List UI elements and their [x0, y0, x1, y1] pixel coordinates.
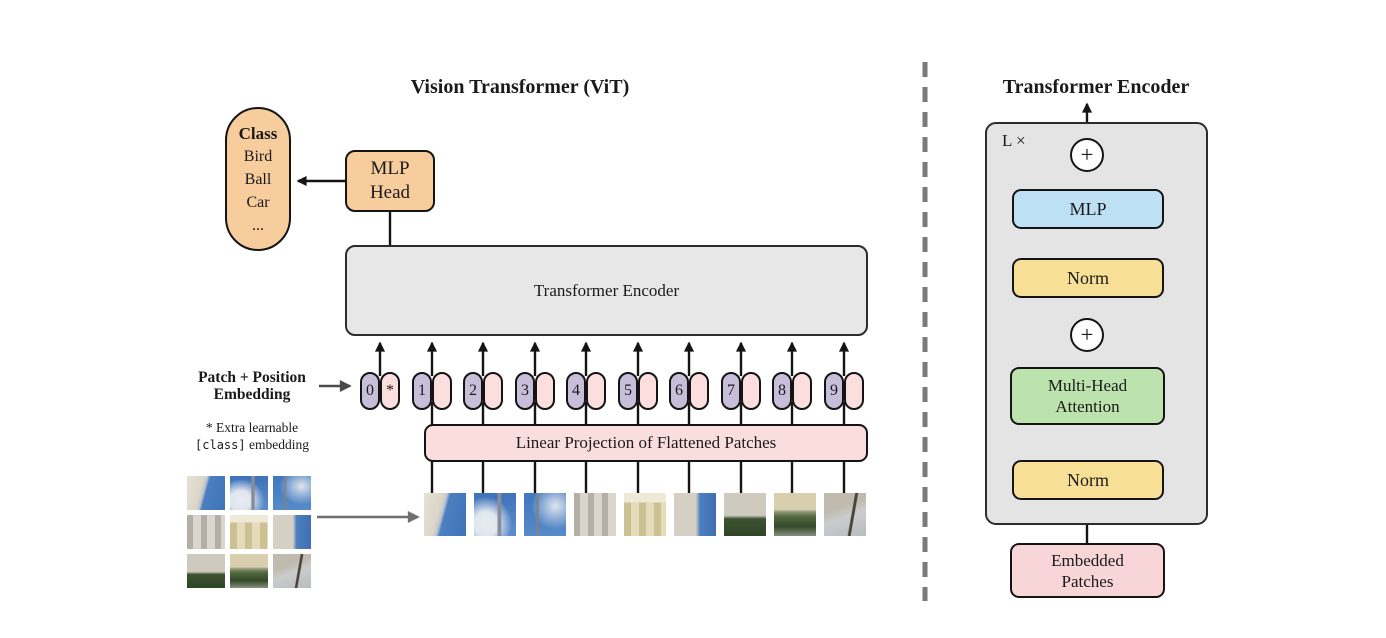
token-3: 3 [515, 372, 555, 410]
position-embedding-pill: 4 [566, 372, 586, 410]
token-9: 9 [824, 372, 864, 410]
norm-box-lower: Norm [1012, 460, 1164, 500]
position-embedding-pill: 9 [824, 372, 844, 410]
patch-position-embedding-label: Patch + Position Embedding [198, 369, 306, 403]
token-8: 8 [772, 372, 812, 410]
image-grid-patch [230, 554, 268, 588]
vit-title: Vision Transformer (ViT) [410, 76, 630, 98]
patch-embedding-pill [483, 372, 503, 410]
class-item: Car [246, 193, 270, 211]
multi-head-attention-box: Multi-Head Attention [1010, 367, 1165, 425]
token-0: 0 * [360, 372, 400, 410]
patch-embedding-pill [638, 372, 658, 410]
class-output-pill: Class Bird Ball Car ... [225, 107, 291, 251]
image-grid-patch [273, 476, 311, 510]
flattened-patch [774, 493, 816, 536]
norm-box-upper: Norm [1012, 258, 1164, 298]
class-header: Class [238, 123, 278, 143]
token-5: 5 [618, 372, 658, 410]
linear-projection-box: Linear Projection of Flattened Patches [424, 424, 868, 462]
mlp-head-line1: MLP [370, 158, 410, 179]
patch-embedding-pill [535, 372, 555, 410]
flattened-patch [574, 493, 616, 536]
encoder-detail-title: Transformer Encoder [1002, 76, 1190, 98]
class-item: ... [252, 216, 264, 234]
flattened-patch [474, 493, 516, 536]
image-grid-patch [230, 515, 268, 549]
token-6: 6 [669, 372, 709, 410]
token-7: 7 [721, 372, 761, 410]
image-grid-patch [230, 476, 268, 510]
transformer-encoder-label: Transformer Encoder [533, 280, 680, 300]
mlp-head-box: MLP Head [345, 150, 435, 212]
class-token-note: * Extra learnable [class] embedding [195, 420, 309, 452]
layers-loop-label: L × [1002, 131, 1026, 150]
flattened-patch [674, 493, 716, 536]
class-item: Ball [244, 170, 272, 188]
residual-add-circle-top: + [1070, 138, 1104, 172]
class-token-code: [class] [195, 438, 246, 452]
flattened-patch [424, 493, 466, 536]
class-embedding-pill: * [380, 372, 400, 410]
flattened-patch [724, 493, 766, 536]
image-grid-patch [187, 515, 225, 549]
position-embedding-pill: 8 [772, 372, 792, 410]
patch-embedding-pill [741, 372, 761, 410]
token-2: 2 [463, 372, 503, 410]
residual-add-circle-bottom: + [1070, 318, 1104, 352]
patch-embedding-pill [689, 372, 709, 410]
embedded-patches-box: Embedded Patches [1010, 543, 1165, 598]
position-embedding-pill: 3 [515, 372, 535, 410]
token-4: 4 [566, 372, 606, 410]
token-1: 1 [412, 372, 452, 410]
position-embedding-pill: 1 [412, 372, 432, 410]
position-embedding-pill: 7 [721, 372, 741, 410]
image-grid-patch [187, 554, 225, 588]
patch-embedding-pill [844, 372, 864, 410]
transformer-encoder-box: Transformer Encoder [345, 245, 868, 336]
flattened-patch [624, 493, 666, 536]
position-embedding-pill: 0 [360, 372, 380, 410]
flattened-patch [524, 493, 566, 536]
image-grid-patch [273, 515, 311, 549]
image-grid-patch [187, 476, 225, 510]
patch-embedding-pill [792, 372, 812, 410]
mlp-box: MLP [1012, 189, 1164, 229]
patch-embedding-pill [586, 372, 606, 410]
patch-embedding-pill [432, 372, 452, 410]
position-embedding-pill: 2 [463, 372, 483, 410]
flattened-patch [824, 493, 866, 536]
position-embedding-pill: 6 [669, 372, 689, 410]
mlp-head-line2: Head [369, 182, 411, 203]
position-embedding-pill: 5 [618, 372, 638, 410]
image-grid-patch [273, 554, 311, 588]
class-item: Bird [243, 147, 273, 165]
